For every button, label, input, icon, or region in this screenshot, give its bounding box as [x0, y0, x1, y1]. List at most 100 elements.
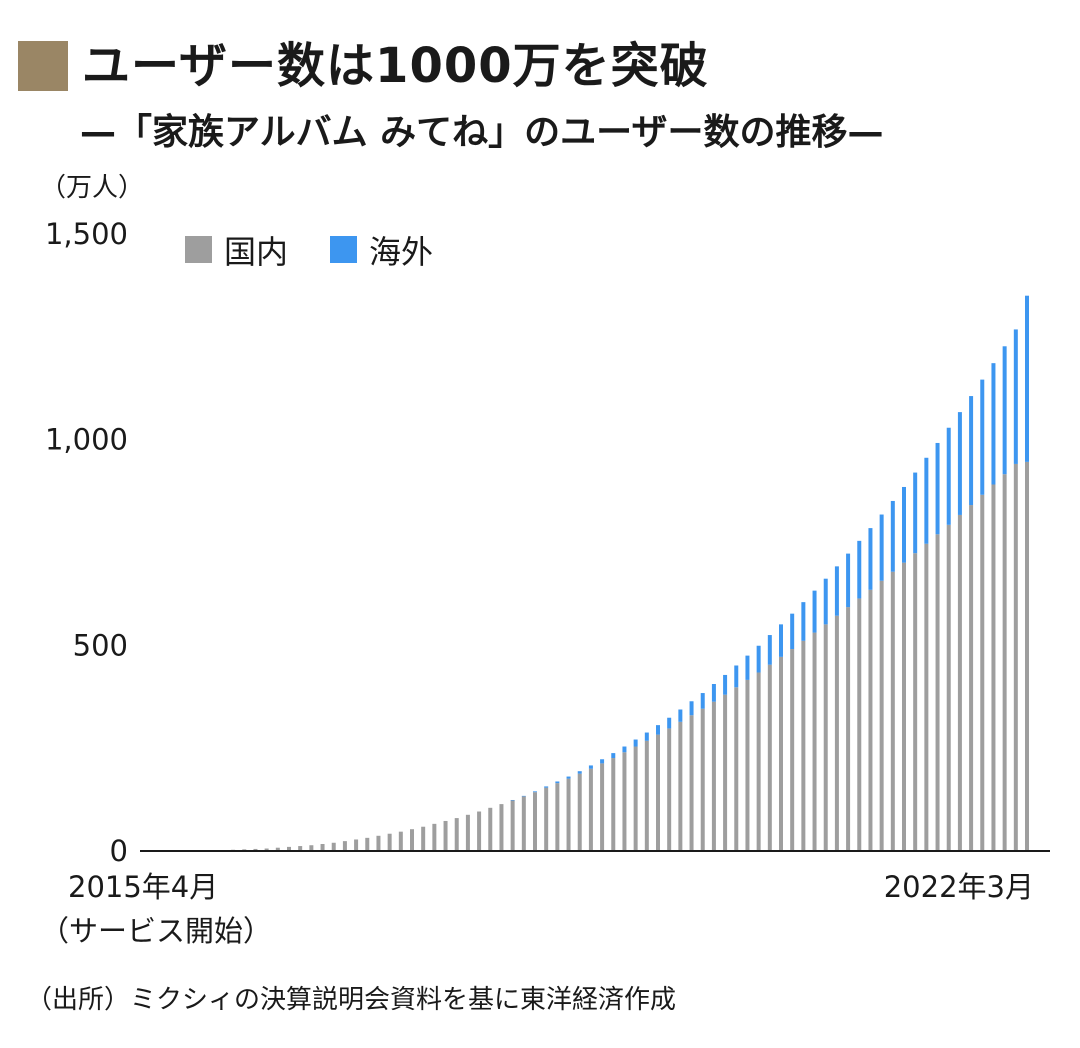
x-tick-start-note: （サービス開始）: [40, 914, 272, 948]
bar-domestic: [946, 524, 951, 851]
bar-overseas: [846, 553, 851, 608]
bar-overseas: [902, 486, 906, 563]
bar-domestic: [432, 823, 437, 851]
bar-overseas: [1002, 346, 1007, 475]
bar-domestic: [544, 787, 549, 851]
bar-overseas: [566, 776, 571, 779]
bar-overseas: [745, 655, 750, 680]
bar-overseas: [779, 624, 783, 657]
bar-domestic: [868, 589, 873, 851]
bar-overseas: [622, 746, 627, 753]
bar-domestic: [801, 640, 806, 851]
bar-overseas: [946, 427, 951, 525]
legend-label-domestic: 国内: [224, 233, 288, 271]
bar-domestic: [600, 763, 605, 851]
legend-swatch-overseas: [330, 236, 357, 263]
bar-overseas: [756, 645, 761, 673]
bar-overseas: [611, 753, 616, 759]
bar-domestic: [499, 804, 504, 851]
bar-overseas: [644, 732, 649, 741]
bar-domestic: [320, 844, 325, 851]
x-tick-end: 2022年3月: [884, 870, 1034, 904]
bar-overseas: [812, 590, 817, 633]
legend-swatch-domestic: [185, 236, 212, 263]
bar-domestic: [969, 505, 974, 851]
bar-domestic: [678, 721, 683, 851]
bar-domestic: [398, 831, 403, 851]
bar-overseas: [723, 674, 728, 695]
bar-domestic: [924, 543, 929, 851]
bar-domestic: [611, 758, 616, 851]
bar-overseas: [678, 709, 683, 722]
bar-overseas: [991, 363, 996, 485]
bar-domestic: [991, 484, 996, 851]
y-axis-ticks: 0 500 1,000 1,500: [45, 217, 128, 868]
bar-domestic: [1013, 463, 1018, 851]
chart-title: ユーザー数は1000万を突破: [82, 38, 709, 94]
bar-domestic: [577, 773, 582, 851]
bar-overseas: [555, 781, 560, 784]
bar-domestic: [779, 656, 783, 851]
bar-domestic: [566, 778, 571, 851]
bar-overseas: [834, 566, 839, 616]
bar-overseas: [957, 412, 962, 515]
chart-title-block: ユーザー数は1000万を突破: [18, 36, 709, 96]
bar-overseas: [600, 759, 605, 764]
bar-domestic: [510, 800, 515, 851]
bar-domestic: [834, 615, 839, 851]
bar-overseas: [510, 799, 515, 801]
bar-domestic: [913, 553, 918, 851]
bar-domestic: [633, 746, 638, 851]
bar-domestic: [443, 820, 448, 851]
bar-domestic: [756, 672, 761, 851]
bar-domestic: [711, 701, 716, 851]
x-tick-start: 2015年4月: [68, 870, 218, 904]
bar-domestic: [533, 792, 537, 851]
bar-domestic: [477, 811, 482, 851]
bar-domestic: [644, 740, 649, 851]
bar-overseas: [577, 771, 582, 774]
bar-domestic: [902, 562, 906, 851]
bar-overseas: [1025, 295, 1029, 462]
bar-domestic: [723, 694, 728, 851]
bar-domestic: [846, 607, 851, 851]
bar-domestic: [689, 715, 694, 851]
bar-overseas: [980, 379, 985, 495]
bar-domestic: [287, 846, 291, 851]
bars-group: [186, 295, 1029, 852]
bar-domestic: [465, 814, 470, 851]
bar-overseas: [711, 684, 716, 702]
bar-domestic: [421, 826, 426, 851]
bar-overseas: [767, 635, 772, 665]
bar-domestic: [488, 807, 493, 851]
bar-domestic: [622, 752, 627, 851]
y-tick-label: 500: [73, 628, 128, 662]
bar-overseas: [879, 514, 884, 581]
bar-domestic: [309, 845, 314, 851]
bar-overseas: [700, 693, 705, 709]
bar-overseas: [924, 457, 929, 544]
bar-domestic: [700, 708, 705, 851]
bar-overseas: [533, 791, 537, 793]
bar-domestic: [790, 649, 795, 851]
source-note: （出所）ミクシィの決算説明会資料を基に東洋経済作成: [26, 985, 677, 1015]
bar-domestic: [767, 664, 772, 851]
bar-overseas: [823, 578, 828, 625]
bar-domestic: [555, 783, 560, 851]
bar-domestic: [521, 796, 526, 851]
bar-domestic: [857, 598, 862, 851]
bar-domestic: [253, 848, 258, 851]
bar-domestic: [957, 514, 962, 851]
bar-overseas: [667, 717, 672, 729]
bar-overseas: [689, 701, 694, 716]
legend-label-overseas: 海外: [369, 233, 433, 271]
y-tick-label: 1,000: [45, 423, 128, 457]
bar-overseas: [790, 613, 795, 650]
bar-overseas: [935, 442, 940, 535]
chart-subtitle: —「家族アルバム みてね」のユーザー数の推移—: [80, 112, 884, 153]
bar-domestic: [275, 847, 280, 851]
bar-overseas: [801, 602, 806, 641]
bar-domestic: [823, 624, 828, 851]
bar-domestic: [342, 841, 347, 851]
bar-domestic: [365, 837, 370, 851]
